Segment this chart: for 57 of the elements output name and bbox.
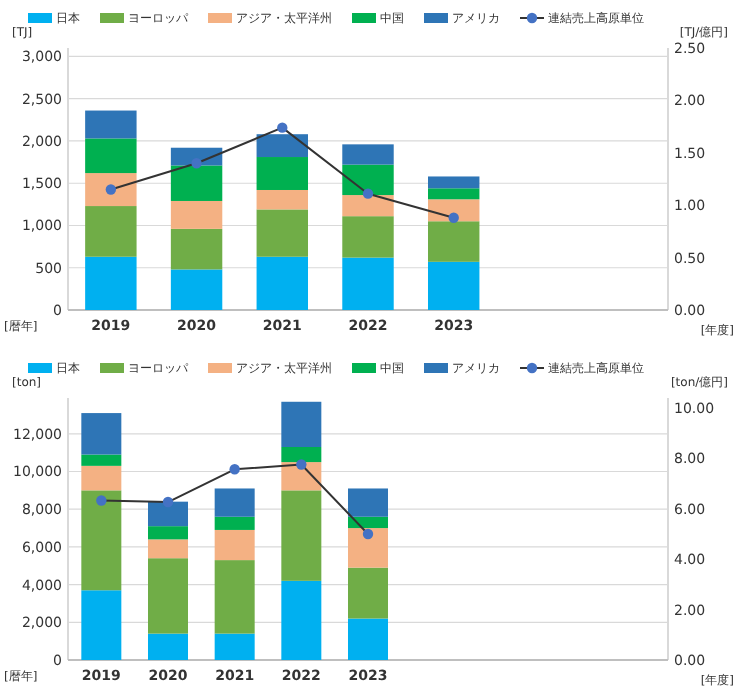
bar <box>214 516 255 530</box>
bar <box>81 454 122 466</box>
bar <box>170 228 223 270</box>
point <box>296 459 307 470</box>
bar <box>148 633 188 660</box>
bar <box>85 206 137 257</box>
bar <box>428 221 480 262</box>
bar <box>148 539 188 559</box>
bar <box>214 488 255 517</box>
bar <box>85 173 137 207</box>
bar <box>348 528 388 568</box>
bar <box>81 413 122 455</box>
bar <box>148 501 188 527</box>
bar <box>170 269 223 310</box>
bar <box>281 580 322 660</box>
bar <box>148 558 188 634</box>
bar <box>342 195 394 217</box>
bar <box>348 516 388 529</box>
bar <box>81 590 122 660</box>
bar <box>256 157 308 190</box>
bar <box>170 165 223 201</box>
point <box>277 122 288 133</box>
bar <box>85 110 137 139</box>
bar <box>256 209 308 257</box>
point <box>448 212 459 223</box>
bar <box>342 144 394 165</box>
bar <box>214 633 255 660</box>
bar <box>81 465 122 491</box>
point <box>362 188 374 199</box>
bar <box>342 164 394 196</box>
bar <box>342 216 394 258</box>
point <box>96 495 107 506</box>
bar <box>85 138 137 174</box>
bar <box>428 176 480 189</box>
point <box>191 158 202 169</box>
point <box>162 496 174 508</box>
bar <box>256 256 308 310</box>
bar <box>170 200 223 229</box>
bar <box>85 256 137 310</box>
bar <box>281 447 322 463</box>
bar <box>428 261 480 310</box>
point <box>105 184 117 195</box>
bar <box>428 188 480 200</box>
point <box>362 528 374 540</box>
bar <box>81 490 122 591</box>
point <box>229 464 240 475</box>
bar <box>256 189 308 210</box>
bar <box>148 526 188 540</box>
bar <box>214 529 255 561</box>
bar <box>214 560 255 634</box>
bar <box>348 567 388 619</box>
bar <box>256 134 308 158</box>
bar <box>281 490 322 581</box>
bar <box>348 488 388 517</box>
bar <box>342 257 394 310</box>
bar <box>281 401 322 448</box>
bar <box>348 618 388 660</box>
